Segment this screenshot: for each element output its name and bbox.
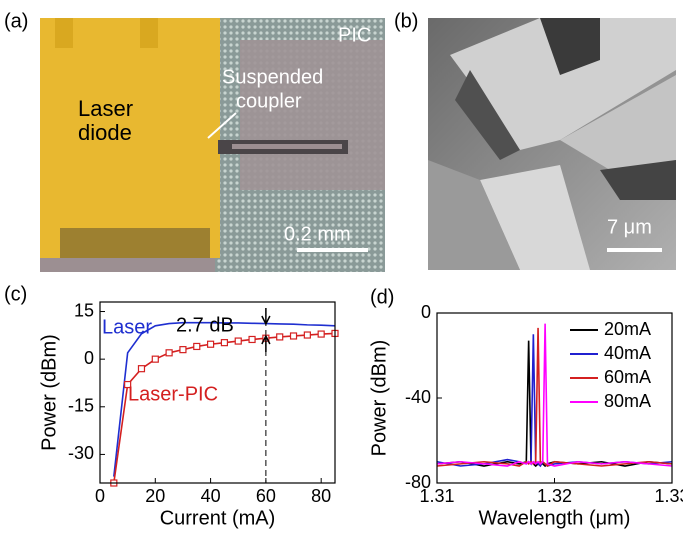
y-axis-label: Power (dBm) [368,340,390,457]
marker [180,347,186,353]
x-tick-label: 60 [256,486,276,506]
x-tick-label: 0 [95,486,105,506]
x-tick-label: 40 [201,486,221,506]
marker [235,338,241,344]
annotation: Laser-PIC [128,383,218,405]
y-tick-label: -30 [68,443,94,463]
x-tick-label: 80 [311,486,331,506]
y-tick-label: -80 [405,472,431,492]
marker [194,343,200,349]
marker [166,350,172,356]
x-tick-label: 1.33 [654,486,683,506]
x-axis-label: Current (mA) [160,507,276,529]
legend-label: 80mA [604,391,651,411]
marker [304,332,310,338]
scale-label: 7 μm [607,216,652,238]
coupler-label: Suspended [222,66,323,88]
legend-label: 20mA [604,319,651,339]
series-line [114,333,335,483]
coupler-label: coupler [236,90,302,112]
x-tick-label: 20 [145,486,165,506]
x-tick-label: 1.32 [537,486,572,506]
marker [318,331,324,337]
y-tick-label: 0 [84,348,94,368]
annotation: 2.7 dB [176,314,234,336]
y-tick-label: 15 [74,300,94,320]
y-axis-label: Power (dBm) [38,334,60,451]
y-tick-label: 0 [421,302,431,322]
annotation: Laser [102,316,152,338]
panel-label: (b) [394,10,418,32]
laser-label: Laser [78,96,133,121]
panel-label: (c) [4,283,27,305]
y-tick-label: -15 [68,396,94,416]
laser-label: diode [78,120,132,145]
marker [221,340,227,346]
marker [208,341,214,347]
scale-label: 0.2 mm [284,223,351,245]
y-tick-label: -40 [405,387,431,407]
pic-label: PIC [338,24,371,46]
legend-label: 60mA [604,367,651,387]
panel-label: (d) [370,286,394,308]
marker [249,336,255,342]
legend-label: 40mA [604,343,651,363]
x-axis-label: Wavelength (μm) [479,507,631,529]
marker [152,356,158,362]
figure: (a) PIC Laser diode Suspended coupler 0.… [0,0,683,533]
panel-label: (a) [4,10,28,32]
arrow [262,308,270,324]
marker [291,333,297,339]
marker [138,366,144,372]
marker [277,334,283,340]
